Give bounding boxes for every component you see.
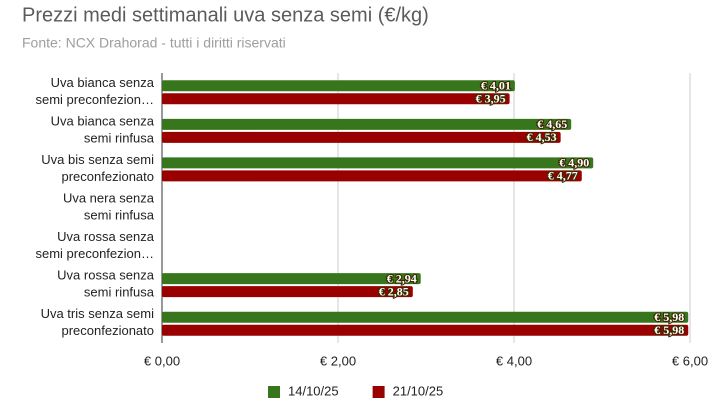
legend-label: 21/10/25 xyxy=(393,383,444,398)
x-tick-label: € 4,00 xyxy=(496,353,532,368)
value-label: € 4,01 xyxy=(481,79,511,93)
y-tick-label: Uva bis senza semi preconfezionato xyxy=(41,152,154,184)
value-label: € 5,98 xyxy=(654,310,684,324)
legend-swatch xyxy=(268,386,280,398)
bar xyxy=(162,118,572,130)
value-label: € 3,95 xyxy=(476,92,506,106)
y-tick-label: Uva bianca senza semi rinfusa xyxy=(51,114,155,146)
y-tick-label: Uva tris senza semi preconfezionato xyxy=(41,307,155,339)
x-tick-label: € 0,00 xyxy=(144,353,180,368)
value-label: € 5,98 xyxy=(654,323,684,337)
y-tick-label: Uva bianca senza semi preconfezion… xyxy=(36,75,155,107)
y-tick-label: Uva rossa senza semi preconfezion… xyxy=(36,230,155,262)
bar xyxy=(162,324,689,336)
bar xyxy=(162,80,515,92)
value-label: € 4,53 xyxy=(527,130,557,144)
bar xyxy=(162,311,689,323)
y-tick-label: Uva rossa senza semi rinfusa xyxy=(57,268,155,300)
bar xyxy=(162,93,510,105)
legend-label: 14/10/25 xyxy=(288,383,339,398)
chart-subtitle: Fonte: NCX Drahorad - tutti i diritti ri… xyxy=(22,35,286,51)
value-label: € 4,77 xyxy=(548,169,578,183)
value-label: € 4,65 xyxy=(537,117,567,131)
x-tick-label: € 2,00 xyxy=(320,353,356,368)
bar xyxy=(162,273,421,285)
bar xyxy=(162,131,561,143)
value-label: € 4,90 xyxy=(559,156,589,170)
legend-swatch xyxy=(372,386,385,398)
value-label: € 2,85 xyxy=(379,284,409,298)
x-tick-label: € 6,00 xyxy=(672,353,708,368)
bar xyxy=(162,286,413,298)
value-label: € 2,94 xyxy=(387,271,417,285)
y-tick-label: Uva nera senza semi rinfusa xyxy=(63,191,155,223)
bar xyxy=(162,170,582,182)
chart-title: Prezzi medi settimanali uva senza semi (… xyxy=(22,4,429,26)
bar xyxy=(162,157,594,169)
